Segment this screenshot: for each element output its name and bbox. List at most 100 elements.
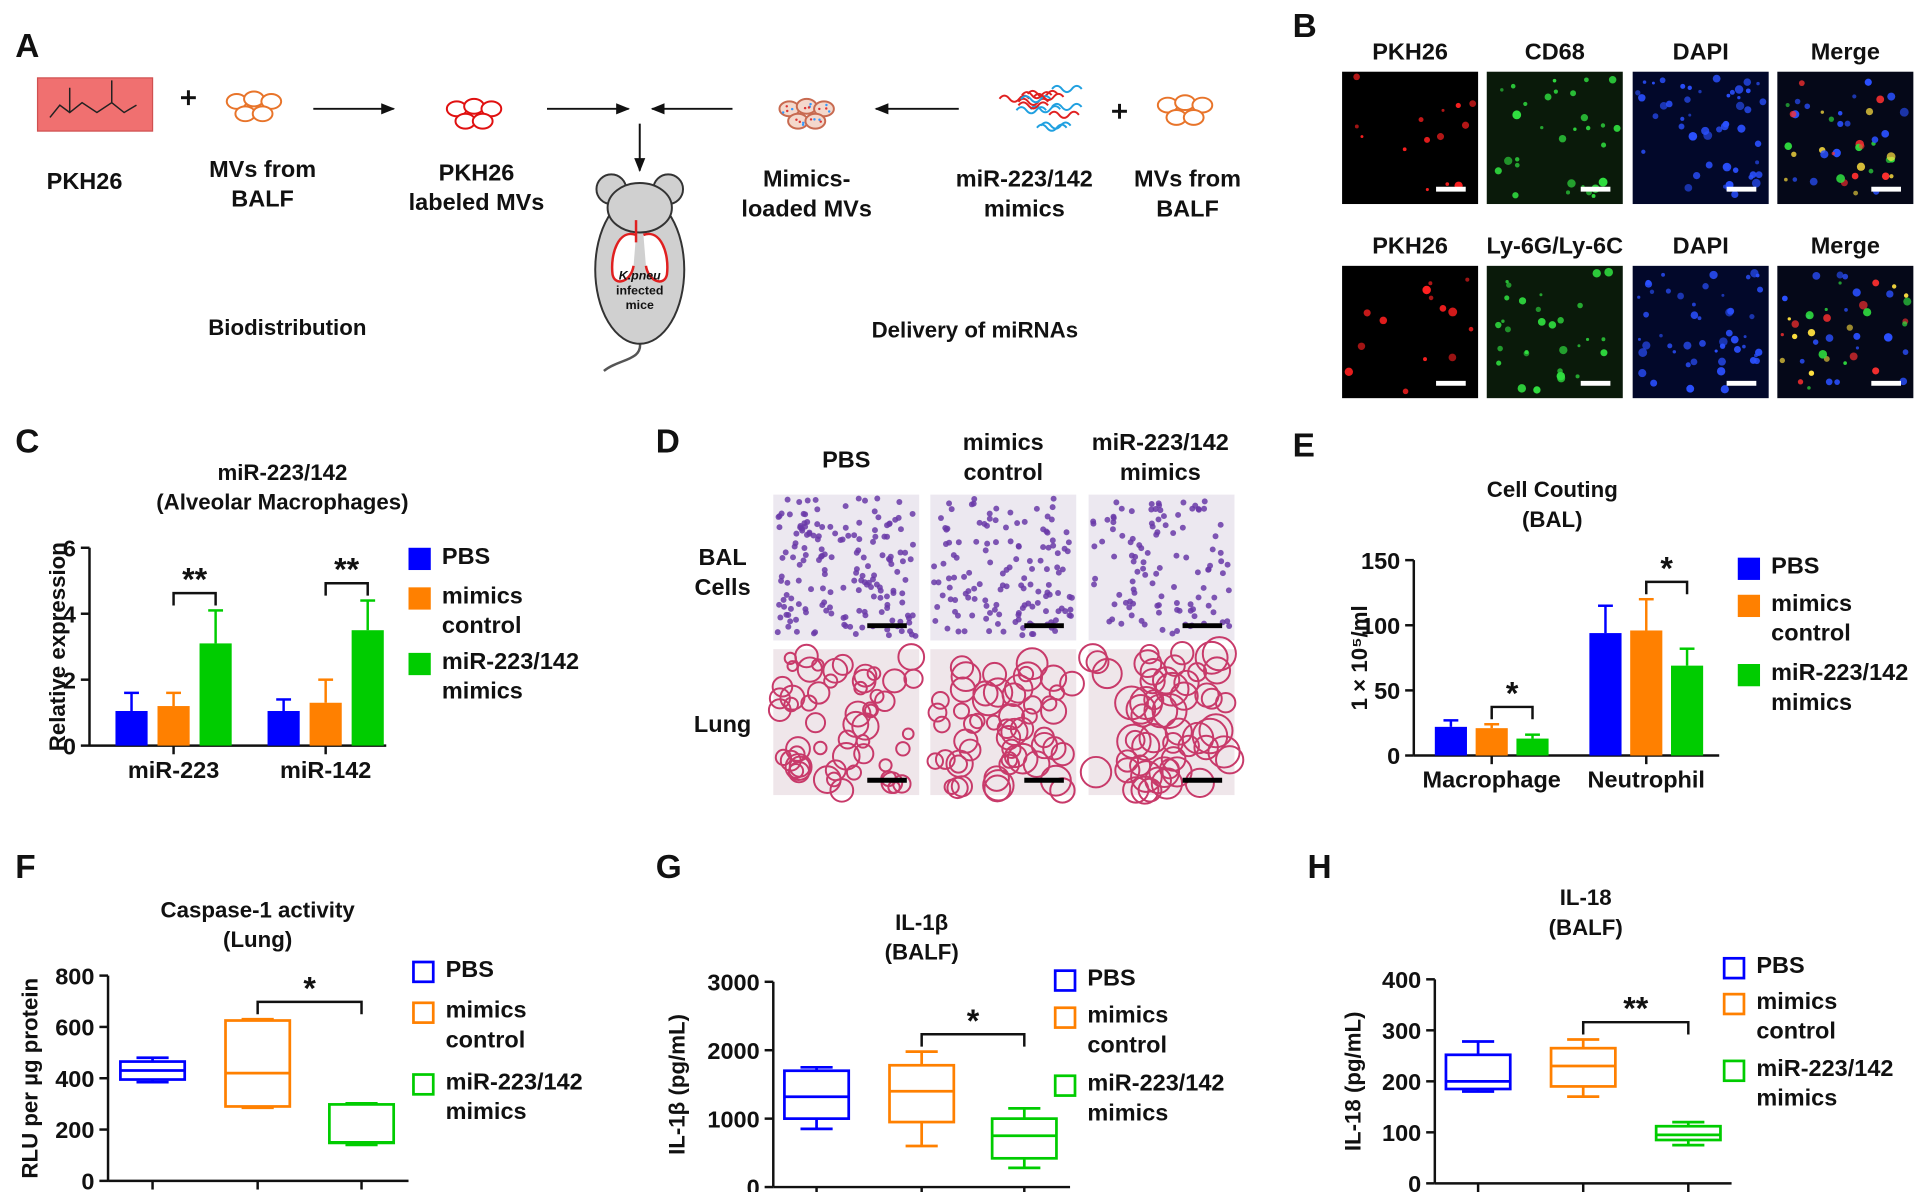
bal-cell — [948, 506, 955, 513]
x-tick-label: Neutrophil — [1588, 767, 1705, 793]
legend-entry: mimics control — [445, 997, 527, 1054]
bal-cell — [1068, 594, 1075, 601]
alveolus — [1130, 703, 1155, 728]
bal-cell — [840, 614, 847, 621]
bal-cell — [907, 556, 914, 563]
legend-entry: PBS — [442, 544, 490, 570]
bar — [1670, 665, 1704, 756]
alveolus — [786, 660, 799, 673]
bal-cell — [878, 609, 885, 616]
bal-cell — [898, 628, 905, 635]
bal-cell — [774, 629, 781, 636]
alveolus — [804, 712, 827, 734]
box — [888, 1063, 956, 1124]
cell-signal — [1716, 126, 1723, 133]
bal-cell — [870, 593, 877, 600]
cell-signal — [1570, 90, 1577, 97]
bal-cell — [796, 499, 803, 505]
mimic-strand — [1051, 84, 1083, 94]
cell-signal — [1402, 388, 1409, 395]
alveolus — [845, 764, 862, 781]
cell-signal — [1837, 120, 1844, 128]
bal-cell — [1045, 544, 1052, 551]
bal-cell — [823, 607, 830, 614]
bal-cell — [1091, 543, 1098, 550]
bal-cell — [1015, 543, 1022, 549]
cell-signal — [1823, 314, 1831, 322]
alveolus — [950, 775, 973, 798]
legend-label: mimics control — [445, 997, 527, 1054]
significance-label: ** — [334, 552, 360, 588]
bal-cell — [1211, 594, 1218, 601]
alveolus — [874, 690, 896, 713]
cell-signal — [1797, 379, 1804, 385]
bal-cell — [1054, 564, 1061, 571]
cell-signal — [1497, 345, 1503, 352]
alveolus — [882, 668, 908, 694]
cell-signal — [1787, 317, 1791, 321]
channel-label: PKH26 — [1372, 232, 1448, 258]
bal-cell — [1154, 529, 1161, 536]
bal-cell — [784, 496, 791, 503]
cell-signal — [1665, 288, 1671, 294]
bal-cell — [1015, 616, 1022, 623]
bal-cell — [1119, 532, 1126, 539]
bal-cell — [1091, 581, 1098, 588]
alveolus — [949, 676, 977, 703]
cell-signal — [1899, 377, 1908, 386]
cell-signal — [1859, 300, 1868, 310]
column-label: mimics — [963, 429, 1044, 455]
row-label: BAL — [698, 544, 746, 570]
bal-cell — [1173, 600, 1180, 606]
bal-cell — [1048, 516, 1055, 523]
alveolus — [813, 740, 828, 756]
cell-signal — [1601, 142, 1607, 148]
bal-cell — [1173, 552, 1180, 559]
significance-bracket — [1581, 1020, 1690, 1035]
bal-cell — [852, 631, 859, 637]
bal-cell — [1148, 501, 1155, 507]
bal-cell — [1183, 554, 1190, 561]
vesicle-dot — [807, 106, 811, 109]
dye-structure — [49, 80, 137, 118]
bal-cell — [1126, 604, 1133, 611]
cell-signal — [1755, 160, 1760, 165]
cell-signal — [1643, 311, 1649, 318]
bal-cell — [1155, 516, 1162, 523]
alveolus — [783, 696, 799, 713]
bal-cell — [1127, 598, 1134, 605]
bal-cell — [965, 588, 972, 595]
bal-cell — [1059, 566, 1066, 573]
bal-cell — [1201, 498, 1208, 505]
cell-signal — [1688, 131, 1698, 141]
mouse-tail — [603, 341, 642, 372]
significance-bracket — [920, 1033, 1026, 1047]
bal-cell — [906, 619, 913, 626]
bal-cell — [818, 546, 825, 553]
cell-signal — [1804, 103, 1811, 110]
bal-cell — [839, 536, 846, 543]
cell-signal — [1637, 337, 1641, 341]
cell-signal — [1591, 194, 1596, 198]
vesicle — [804, 112, 827, 130]
alveolus — [1191, 717, 1229, 755]
vesicle-dot — [781, 111, 785, 114]
bal-cell — [909, 612, 916, 619]
alveolus — [1215, 745, 1245, 775]
alveolus — [1085, 650, 1110, 675]
bal-cell — [1111, 553, 1118, 560]
bal-cell — [897, 618, 904, 625]
cell-signal — [1642, 341, 1651, 350]
bal-cell — [1049, 537, 1056, 544]
x-tick-label: Macrophage — [1423, 767, 1561, 793]
chart-title: miR-223/142 — [217, 460, 347, 485]
cell-signal — [1448, 307, 1458, 317]
cell-signal — [1789, 110, 1797, 118]
bal-cell — [909, 541, 916, 548]
cell-signal — [1500, 88, 1504, 92]
bal-cell — [904, 612, 911, 619]
cell-signal — [1784, 177, 1788, 182]
alveolus — [869, 688, 885, 704]
legend-entry: mimics control — [1087, 1003, 1168, 1059]
alveolus — [952, 702, 971, 720]
